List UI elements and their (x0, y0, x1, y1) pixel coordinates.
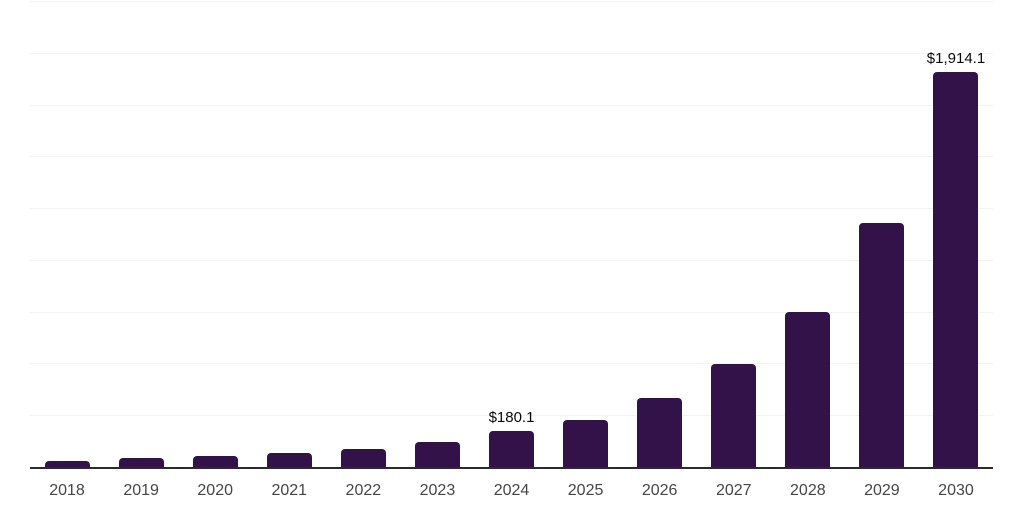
bar-slot-2026 (623, 2, 697, 468)
x-axis-label-2019: 2019 (123, 482, 159, 499)
bar-2029 (859, 223, 905, 468)
bar-2022 (340, 448, 386, 468)
bar-2018 (44, 461, 90, 468)
x-axis-label-2018: 2018 (49, 482, 85, 499)
x-axis-line (30, 467, 993, 469)
x-axis-label-2026: 2026 (641, 482, 678, 499)
bar-2019 (118, 458, 164, 468)
bar-slot-2025 (549, 2, 623, 468)
gridline-1750 (30, 104, 993, 106)
bar-2021 (266, 453, 312, 468)
gridline-2000 (30, 52, 993, 54)
x-axis-label-2023: 2023 (419, 482, 456, 499)
gridline-500 (30, 363, 993, 365)
bar-value-label-2024: $180.1 (488, 408, 535, 426)
plot-area: $180.1 $1,914.1 (30, 1, 993, 469)
gridline-1500 (30, 156, 993, 158)
bar-2023 (414, 442, 460, 468)
gridline-1000 (30, 259, 993, 261)
x-axis-labels: 2018 2019 2020 2021 2022 2023 2024 2025 2026 2027… (30, 483, 993, 499)
bars-container: $180.1 $1,914.1 (30, 2, 993, 468)
bar-slot-2027 (697, 2, 771, 468)
bar-2026 (637, 397, 683, 468)
bar-slot-2018 (30, 2, 104, 468)
gridline-250 (30, 415, 993, 417)
bar-2024 (489, 430, 534, 468)
bar-2020 (192, 456, 238, 468)
x-axis-label-2021: 2021 (271, 482, 308, 499)
bar-2030 (933, 71, 979, 468)
bar-slot-2022 (326, 2, 400, 468)
bar-slot-2019 (104, 2, 178, 468)
x-axis-label-2030: 2030 (938, 482, 974, 499)
x-axis-label-2022: 2022 (345, 482, 382, 499)
gridline-2250 (30, 1, 993, 2)
bar-slot-2020 (178, 2, 252, 468)
x-axis-label-2025: 2025 (567, 482, 604, 499)
x-axis-label-2020: 2020 (197, 482, 233, 499)
x-axis-label-2029: 2029 (864, 482, 900, 499)
bar-slot-2024: $180.1 (474, 2, 548, 468)
x-axis-label-2028: 2028 (790, 482, 826, 499)
bar-2027 (711, 364, 757, 468)
gridline-1250 (30, 208, 993, 210)
bar-2025 (563, 419, 609, 468)
bar-slot-2021 (252, 2, 326, 468)
bar-slot-2029 (845, 2, 919, 468)
x-axis-label-2027: 2027 (715, 482, 752, 499)
bar-2028 (785, 312, 831, 468)
bar-value-label-2030: $1,914.1 (926, 49, 986, 67)
gridline-750 (30, 311, 993, 313)
bar-slot-2028 (771, 2, 845, 468)
x-axis-label-2024: 2024 (493, 482, 530, 499)
bar-slot-2030: $1,914.1 (919, 2, 993, 468)
bar-slot-2023 (400, 2, 474, 468)
